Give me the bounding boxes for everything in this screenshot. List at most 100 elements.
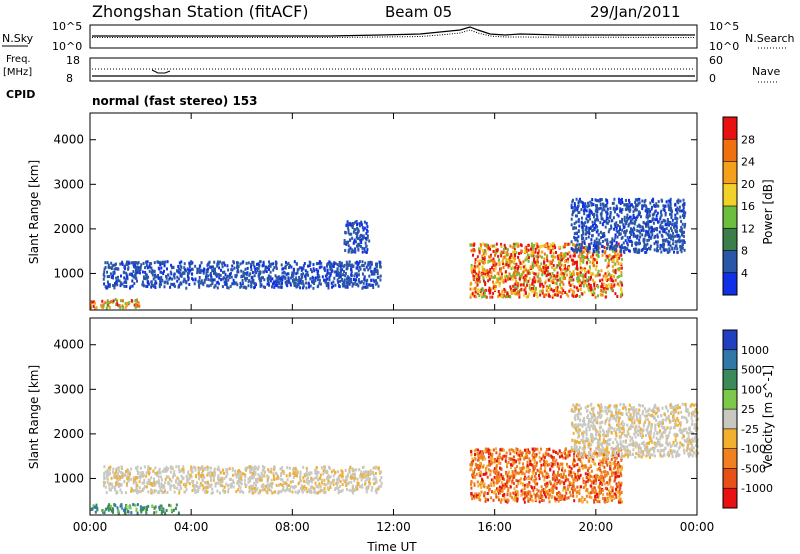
data-cell [216, 489, 219, 493]
data-cell [612, 246, 614, 250]
data-cell [209, 484, 212, 488]
data-cell [196, 271, 199, 275]
data-cell [125, 284, 128, 288]
data-cell [545, 274, 548, 278]
data-cell [600, 216, 603, 220]
data-cell [348, 232, 351, 236]
data-cell [640, 229, 643, 232]
data-cell [515, 262, 518, 266]
data-cell [575, 231, 578, 235]
data-cell [671, 234, 674, 238]
data-cell [108, 483, 111, 487]
data-cell [607, 264, 610, 267]
data-cell [113, 284, 116, 288]
data-cell [326, 268, 329, 272]
data-cell [555, 282, 558, 285]
data-cell [588, 250, 591, 254]
data-cell [475, 472, 478, 476]
data-cell [184, 490, 187, 494]
data-cell [673, 246, 676, 250]
data-cell [497, 486, 500, 490]
data-cell [511, 474, 513, 478]
data-cell [151, 481, 154, 485]
data-cell [648, 233, 651, 237]
data-cell [375, 480, 378, 484]
data-cell [200, 467, 203, 471]
data-cell [601, 217, 604, 221]
data-cell [185, 488, 188, 492]
data-cell [139, 466, 142, 470]
data-cell [119, 284, 122, 288]
data-cell [324, 470, 327, 474]
data-cell [257, 491, 260, 495]
data-cell [252, 475, 255, 479]
data-cell [106, 480, 109, 484]
data-cell [525, 245, 528, 249]
data-cell [295, 471, 298, 475]
data-cell [157, 276, 160, 280]
data-cell [594, 268, 597, 272]
data-cell [580, 462, 583, 466]
data-cell [332, 482, 335, 486]
data-cell [483, 289, 486, 293]
data-cell [616, 244, 619, 248]
data-cell [605, 217, 608, 220]
data-cell [376, 272, 379, 276]
data-cell [153, 285, 156, 288]
data-cell [599, 203, 602, 206]
data-cell [198, 276, 201, 279]
data-cell [580, 216, 583, 220]
data-cell [172, 274, 175, 278]
data-cell [136, 279, 138, 283]
data-cell [488, 255, 491, 259]
data-cell [616, 295, 619, 298]
data-cell [544, 271, 546, 274]
data-cell [524, 265, 527, 269]
data-cell [228, 276, 231, 280]
data-cell [206, 468, 209, 472]
data-cell [275, 483, 278, 487]
data-cell [573, 222, 576, 226]
data-cell [521, 262, 523, 266]
data-cell [537, 249, 540, 253]
data-cell [377, 284, 380, 288]
data-cell [618, 225, 621, 229]
data-cell [178, 468, 181, 472]
data-cell [621, 201, 624, 204]
data-cell [149, 262, 152, 265]
data-cell [212, 278, 215, 282]
data-cell [221, 479, 224, 483]
data-cell [572, 294, 575, 298]
data-cell [280, 285, 283, 289]
data-cell [117, 279, 119, 283]
data-cell [542, 488, 545, 492]
data-cell [323, 266, 326, 270]
data-cell [181, 477, 184, 481]
data-cell [134, 479, 137, 483]
data-cell [536, 447, 539, 451]
data-cell [605, 286, 608, 290]
data-cell [494, 253, 496, 257]
data-cell [552, 247, 554, 251]
data-cell [496, 271, 499, 275]
data-cell [339, 480, 342, 484]
data-cell [614, 233, 617, 237]
data-cell [590, 255, 593, 259]
data-cell [492, 291, 495, 295]
data-cell [531, 287, 533, 290]
data-cell [614, 268, 617, 272]
data-cell [534, 482, 537, 486]
data-cell [617, 242, 620, 246]
data-cell [171, 466, 174, 470]
data-cell [582, 222, 585, 226]
data-cell [142, 488, 144, 492]
data-cell [633, 234, 636, 238]
data-cell [656, 235, 659, 239]
data-cell [177, 477, 180, 481]
data-cell [376, 269, 379, 273]
data-cell [148, 472, 150, 476]
data-cell [214, 471, 217, 475]
data-cell [302, 465, 305, 469]
data-cell [336, 477, 339, 481]
data-cell [355, 235, 358, 239]
